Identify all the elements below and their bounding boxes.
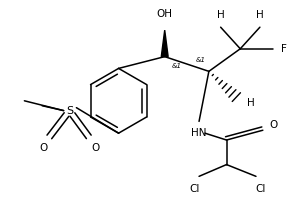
Text: O: O	[270, 120, 278, 130]
Text: O: O	[91, 143, 99, 153]
Text: H: H	[256, 10, 264, 20]
Text: HN: HN	[191, 128, 207, 138]
Text: Cl: Cl	[189, 184, 199, 194]
Text: H: H	[247, 98, 255, 108]
Text: Cl: Cl	[256, 184, 266, 194]
Text: F: F	[280, 44, 286, 54]
Text: H: H	[217, 10, 225, 20]
Polygon shape	[161, 30, 168, 57]
Text: O: O	[39, 143, 47, 153]
Text: OH: OH	[157, 9, 173, 19]
Text: &1: &1	[196, 58, 206, 63]
Text: &1: &1	[172, 62, 181, 69]
Text: S: S	[66, 106, 73, 116]
